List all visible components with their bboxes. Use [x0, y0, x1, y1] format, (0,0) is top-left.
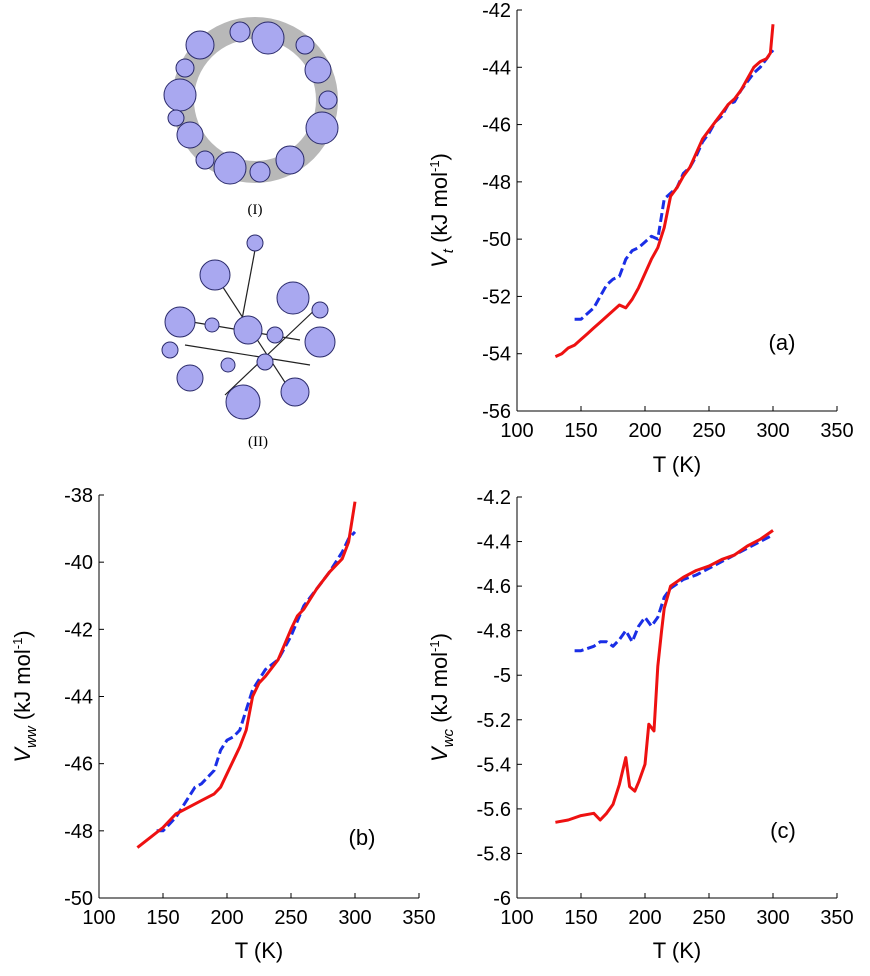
x-tick-label: 100	[500, 907, 533, 929]
structure-label: (II)	[248, 434, 268, 450]
y-tick-label: -52	[482, 286, 511, 308]
x-tick-label: 350	[402, 907, 435, 929]
y-tick-label: -54	[482, 344, 511, 366]
y-label-close: )	[427, 633, 452, 640]
data-line	[555, 24, 773, 356]
y-tick-label: -5.2	[477, 710, 511, 732]
x-tick-label: 150	[564, 907, 597, 929]
x-axis-label: T (K)	[653, 452, 701, 477]
y-tick-label: -46	[482, 115, 511, 137]
x-tick-label: 150	[146, 907, 179, 929]
data-line	[555, 530, 773, 822]
y-tick-label: -44	[64, 687, 93, 709]
structure-label: (I)	[248, 202, 263, 218]
x-tick-label: 150	[564, 420, 597, 442]
x-tick-label: 300	[756, 420, 789, 442]
y-label-close: )	[427, 153, 452, 160]
y-axis-label: Vt (kJ mol-1)	[427, 153, 457, 268]
y-tick-label: -5.6	[477, 799, 511, 821]
y-tick-label: -5.4	[477, 754, 511, 776]
annotation: (a)	[769, 330, 796, 355]
x-tick-label: 250	[692, 420, 725, 442]
page: (I) (II) 100 150 200 250 300 350 -56 -54 -52 -50 -…	[0, 0, 870, 976]
y-tick-label: -5	[493, 665, 511, 687]
y-label-superscript: -1	[10, 638, 25, 650]
data-line	[575, 50, 773, 319]
y-tick-label: -5.8	[477, 843, 511, 865]
y-tick-label: -38	[64, 485, 93, 507]
y-tick-label: -40	[64, 552, 93, 574]
y-label-subscript: ww	[23, 725, 40, 748]
y-tick-label: -56	[482, 401, 511, 423]
structure-cage	[162, 235, 335, 419]
x-tick-label: 350	[820, 907, 853, 929]
y-label-unit: (kJ mol	[10, 649, 35, 726]
figure: (I) (II) 100 150 200 250 300 350 -56 -54 -52 -50 -…	[0, 0, 870, 976]
y-tick-label: -50	[64, 888, 93, 910]
x-tick-label: 250	[274, 907, 307, 929]
y-tick-label: -42	[64, 619, 93, 641]
y-label-close: )	[10, 630, 35, 637]
x-axis-label: T (K)	[235, 938, 283, 963]
y-axis-label: Vww (kJ mol-1)	[10, 630, 40, 762]
x-tick-label: 100	[500, 420, 533, 442]
x-tick-label: 300	[756, 907, 789, 929]
y-tick-label: -46	[64, 754, 93, 776]
x-tick-label: 350	[820, 420, 853, 442]
x-tick-label: 200	[628, 907, 661, 929]
data-line	[137, 502, 355, 848]
x-tick-label: 250	[692, 907, 725, 929]
y-tick-label: -48	[64, 821, 93, 843]
annotation: (b)	[349, 825, 376, 850]
y-tick-label: -50	[482, 229, 511, 251]
y-tick-label: -48	[482, 172, 511, 194]
data-line	[575, 535, 773, 651]
y-label-superscript: -1	[427, 640, 442, 652]
y-tick-label: -44	[482, 57, 511, 79]
x-axis-label: T (K)	[653, 938, 701, 963]
y-tick-label: -4.4	[477, 532, 511, 554]
y-label-subscript: wc	[440, 728, 457, 747]
x-tick-label: 200	[210, 907, 243, 929]
y-label-superscript: -1	[427, 160, 442, 172]
y-tick-label: -6	[493, 888, 511, 910]
y-tick-label: -4.2	[477, 487, 511, 509]
x-tick-label: 200	[628, 420, 661, 442]
x-tick-label: 100	[82, 907, 115, 929]
y-tick-label: -4.8	[477, 621, 511, 643]
y-axis-label: Vwc (kJ mol-1)	[427, 633, 457, 762]
y-tick-label: -42	[482, 0, 511, 22]
y-label-unit: (kJ mol	[427, 172, 452, 249]
y-tick-label: -4.6	[477, 576, 511, 598]
x-tick-label: 300	[338, 907, 371, 929]
annotation: (c)	[770, 818, 796, 843]
y-label-unit: (kJ mol	[427, 652, 452, 729]
structure-ring	[164, 22, 338, 184]
